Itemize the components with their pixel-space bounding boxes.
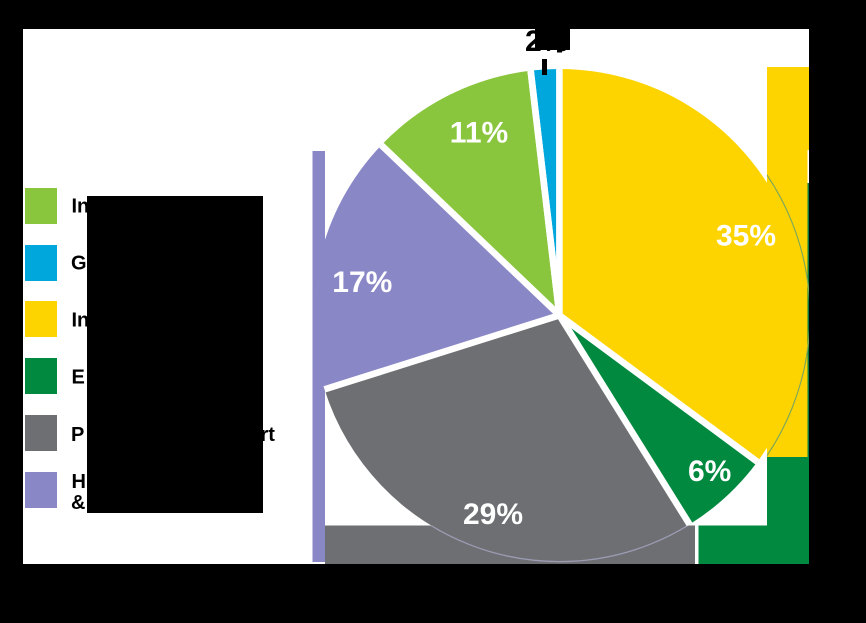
svg-text:11%: 11% [450,117,508,150]
svg-text:P: P [71,424,84,446]
svg-text:rt: rt [261,424,276,446]
svg-text:In: In [72,196,90,218]
svg-text:E: E [72,367,85,389]
svg-text:29%: 29% [463,498,523,531]
svg-text:17%: 17% [332,266,392,299]
svg-text:35%: 35% [716,220,776,253]
svg-text:In: In [72,310,90,332]
svg-text:6%: 6% [688,455,731,488]
svg-text:&: & [71,492,85,514]
svg-text:H: H [72,471,86,493]
svg-text:G: G [71,253,87,275]
